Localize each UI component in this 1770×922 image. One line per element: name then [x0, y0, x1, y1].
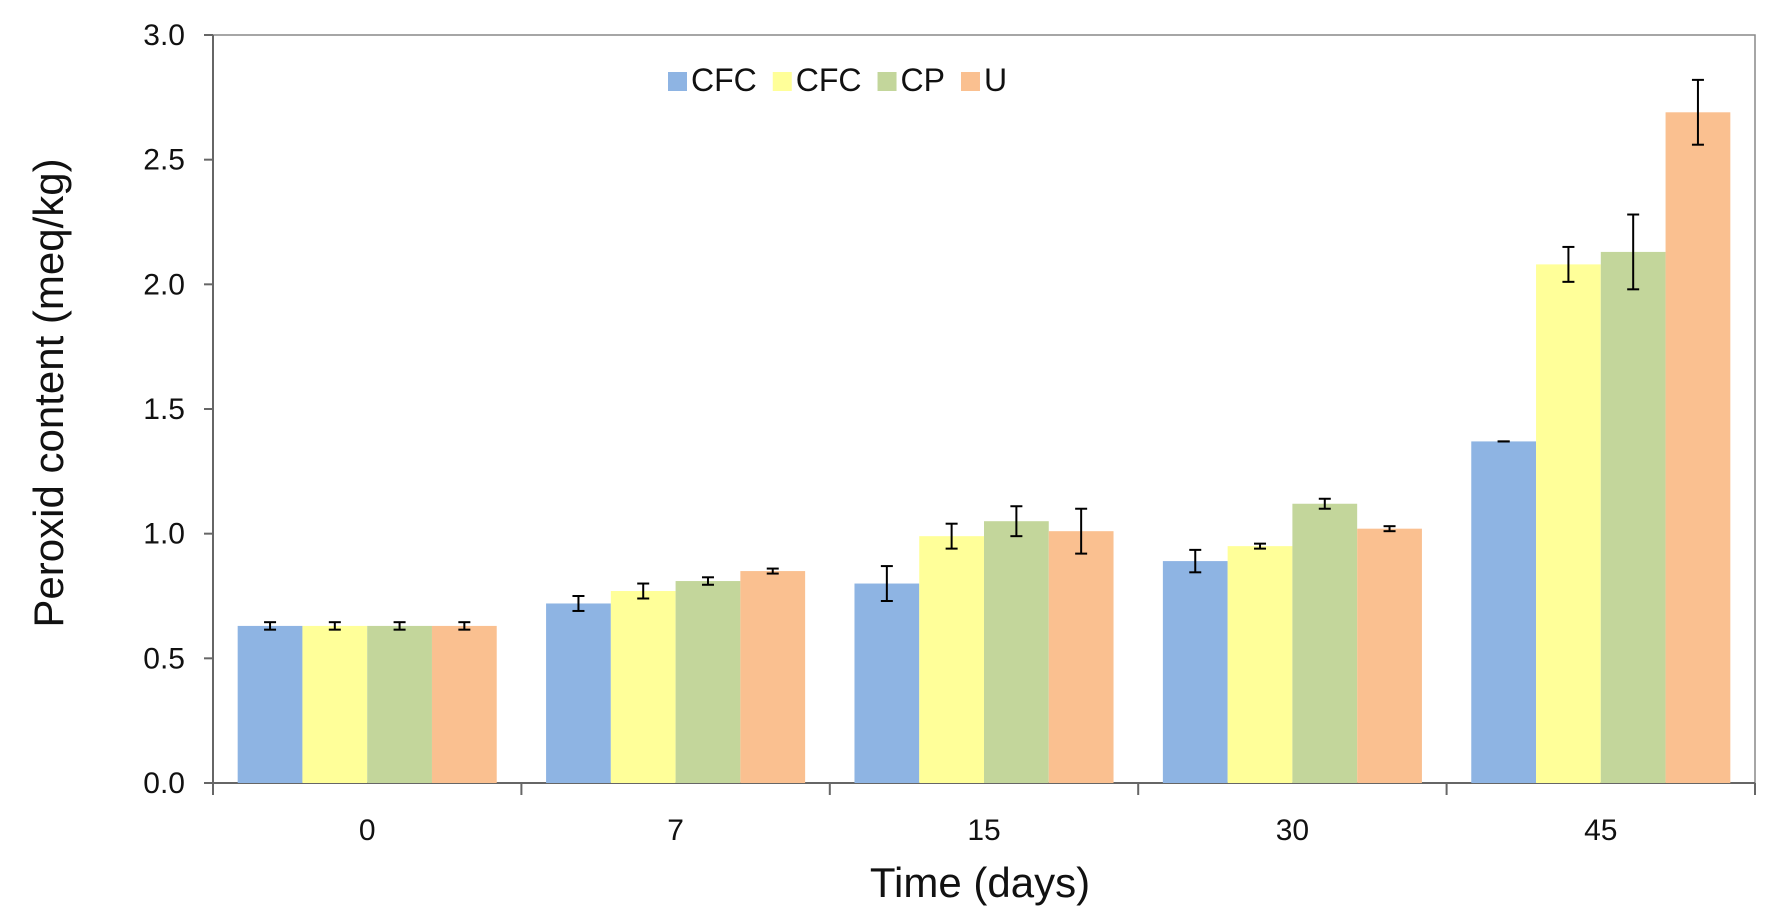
- error-bar: [766, 567, 779, 575]
- bar: [1162, 561, 1228, 783]
- y-tick-label: 2.5: [143, 144, 185, 177]
- error-bar: [1189, 548, 1202, 574]
- x-tick-label: 0: [359, 814, 376, 847]
- error-bar: [1254, 542, 1267, 550]
- legend: CFC CFC CP U: [668, 62, 1007, 98]
- bar: [610, 591, 676, 783]
- bar: [546, 603, 611, 783]
- x-tick-label: 45: [1584, 814, 1617, 847]
- bar: [302, 625, 368, 783]
- error-bar: [1627, 213, 1640, 291]
- x-axis-title: Time (days): [870, 859, 1090, 906]
- bar: [1048, 531, 1114, 783]
- x-tick-label: 7: [667, 814, 684, 847]
- bar: [1600, 251, 1666, 784]
- error-bar: [1691, 78, 1704, 146]
- legend-label: CP: [901, 62, 945, 98]
- bar: [1665, 112, 1731, 783]
- legend-label: CFC: [691, 62, 757, 98]
- bar: [740, 571, 806, 783]
- error-bar: [880, 565, 893, 602]
- bar: [1292, 503, 1358, 783]
- error-bar: [458, 621, 471, 631]
- bar: [919, 536, 984, 783]
- error-bar: [1010, 505, 1023, 538]
- y-tick-label: 3.0: [143, 19, 185, 52]
- bar: [984, 521, 1049, 783]
- error-bar: [1075, 507, 1088, 555]
- error-bar: [264, 621, 277, 631]
- y-tick-label: 1.0: [143, 518, 185, 551]
- legend-item: CFC: [668, 62, 757, 98]
- y-tick-label: 0.5: [143, 642, 185, 675]
- bar: [675, 581, 741, 783]
- error-bar: [1318, 497, 1331, 510]
- error-bar: [1383, 525, 1396, 533]
- legend-item: CP: [877, 62, 945, 98]
- bar: [1357, 528, 1422, 783]
- legend-item: U: [960, 62, 1007, 98]
- y-tick-label: 2.0: [143, 268, 185, 301]
- legend-swatch: [960, 72, 980, 91]
- error-bar: [701, 576, 714, 586]
- error-bar: [572, 595, 585, 612]
- error-bar: [393, 621, 406, 631]
- y-axis-title: Peroxid content (meq/kg): [25, 158, 72, 627]
- bar: [1227, 546, 1293, 783]
- legend-item: CFC: [772, 62, 862, 98]
- bar: [1471, 441, 1537, 783]
- x-tick-label: 15: [967, 814, 1000, 847]
- x-tick-label: 30: [1276, 814, 1309, 847]
- error-bar: [637, 582, 650, 600]
- legend-label: CFC: [796, 62, 862, 98]
- error-bar: [945, 522, 958, 550]
- bar: [854, 583, 920, 783]
- error-bar: [1562, 245, 1575, 283]
- bars-group: [237, 112, 1731, 784]
- legend-swatch: [668, 72, 687, 91]
- axes-group: 0.0 0.5 1.0 1.5 2.0 2.5 3.0 0 7 15 30 45: [143, 19, 1756, 847]
- error-bars-group: [264, 78, 1704, 631]
- legend-swatch: [772, 72, 792, 91]
- bar: [431, 625, 497, 783]
- y-tick-label: 0.0: [143, 767, 185, 800]
- bar: [1536, 264, 1601, 783]
- error-bar: [328, 621, 341, 631]
- bar: [237, 625, 303, 783]
- legend-label: U: [984, 62, 1007, 98]
- y-tick-label: 1.5: [143, 393, 185, 426]
- legend-swatch: [877, 72, 897, 91]
- bar: [367, 625, 432, 783]
